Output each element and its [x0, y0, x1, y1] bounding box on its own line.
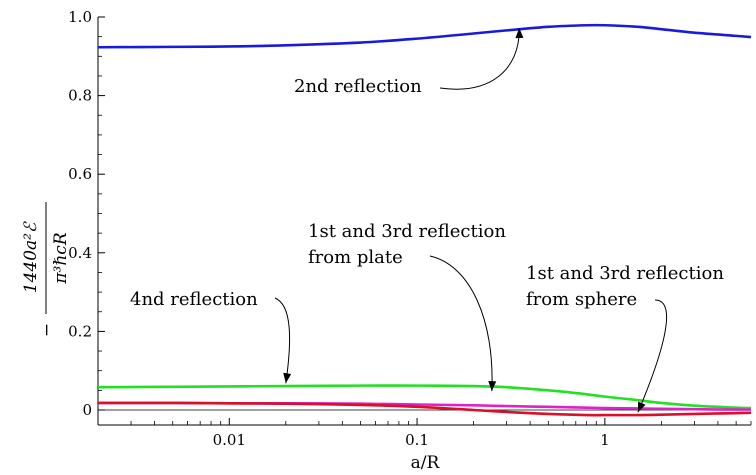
annotation-plate-line1: 1st and 3rd reflection [308, 221, 506, 242]
annotation-arrow-second [439, 27, 520, 90]
x-tick-label: 0.1 [405, 431, 429, 449]
series-line-second [97, 23, 752, 49]
series-line-sphere [97, 401, 752, 417]
annotation-arrow-fourth [274, 297, 291, 384]
annotation-sphere-line2: from sphere [526, 289, 637, 310]
annotation-second-reflection: 2nd reflection [294, 76, 422, 97]
series-line-fourth [97, 384, 752, 410]
annotation-arrows-group [274, 27, 668, 413]
x-tick-label: 0.01 [213, 431, 246, 449]
ticks-group: 0 0.2 0.4 0.6 0.8 1.0 0.01 0.1 1 [68, 8, 752, 449]
x-axis-title: a/R [411, 453, 441, 473]
annotation-arrow-plate [429, 255, 493, 392]
annotation-fourth-reflection: 4nd reflection [130, 289, 258, 310]
annotation-plate-line2: from plate [308, 247, 403, 268]
series-group [97, 23, 752, 417]
y-tick-label: 0 [82, 401, 92, 419]
y-axis-title-numerator: 1440a²ℰ [21, 221, 41, 293]
y-tick-label: 0.4 [68, 244, 92, 262]
y-tick-label: 0.6 [68, 165, 92, 183]
y-tick-label: 0.8 [68, 87, 92, 105]
annotation-arrowhead-sphere [637, 401, 646, 413]
x-tick-label: 1 [600, 431, 610, 449]
annotation-arrowhead-second [515, 28, 524, 39]
annotation-arrow-sphere [637, 299, 668, 413]
y-axis-title-sign: − [37, 323, 57, 337]
y-tick-label: 1.0 [68, 8, 92, 26]
y-tick-label: 0.2 [68, 322, 92, 340]
annotation-arrowhead-fourth [283, 372, 292, 384]
annotation-arrowhead-plate [488, 380, 497, 392]
y-axis-title-denominator: π³ℏcR [51, 232, 71, 284]
y-axis-title: − 1440a²ℰ π³ℏcR [21, 202, 71, 337]
annotation-sphere-line1: 1st and 3rd reflection [526, 263, 724, 284]
